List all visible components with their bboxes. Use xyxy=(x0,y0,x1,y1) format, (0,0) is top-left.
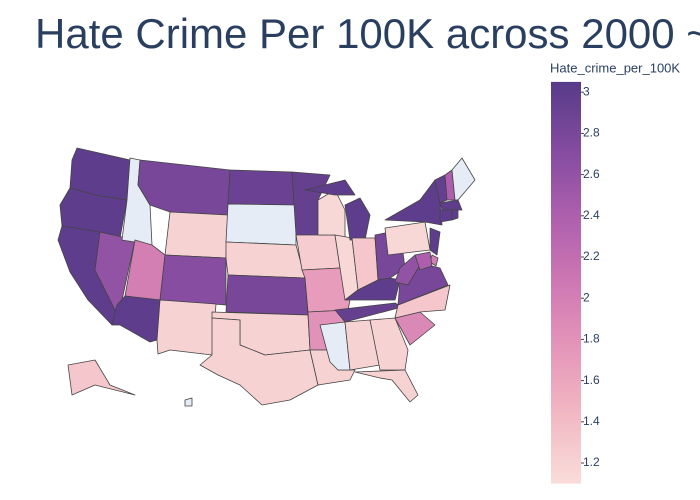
colorbar-tick-label: 1.8 xyxy=(583,332,600,346)
state xyxy=(295,234,341,271)
colorbar-tick-label: 2.2 xyxy=(583,249,600,263)
state xyxy=(159,254,227,306)
colorbar-tick-label: 2.8 xyxy=(583,126,600,140)
state xyxy=(384,221,431,256)
state xyxy=(225,241,306,279)
colorbar-tick-label: 1.6 xyxy=(583,373,600,387)
chart-title: Hate Crime Per 100K across 2000 ~ 2 xyxy=(35,10,700,57)
state xyxy=(67,359,136,396)
colorbar-tick-label: 1.2 xyxy=(583,455,600,469)
state xyxy=(414,251,433,271)
state xyxy=(137,159,231,216)
state xyxy=(354,369,419,403)
state-no-data xyxy=(451,157,476,201)
state xyxy=(199,317,319,406)
colorbar xyxy=(551,81,581,484)
state xyxy=(304,179,371,241)
state xyxy=(111,295,161,343)
state xyxy=(384,179,443,226)
state xyxy=(225,274,309,316)
state xyxy=(429,227,441,256)
state xyxy=(451,209,459,221)
state-no-data xyxy=(184,397,193,407)
state xyxy=(394,254,421,286)
state xyxy=(439,209,453,223)
state xyxy=(394,284,451,319)
colorbar-title: Hate_crime_per_100K xyxy=(550,60,680,75)
state xyxy=(439,199,463,211)
colorbar-tick-label: 1.4 xyxy=(583,414,600,428)
map xyxy=(57,147,476,407)
state xyxy=(317,189,346,241)
state xyxy=(156,299,217,356)
colorbar-tick-label: 2.4 xyxy=(583,208,600,222)
state xyxy=(227,169,297,206)
state xyxy=(369,317,409,371)
colorbar-tick-label: 2.6 xyxy=(583,167,600,181)
state-no-data xyxy=(319,321,351,371)
state-no-data xyxy=(225,203,297,246)
colorbar-tick-label: 2 xyxy=(583,290,590,304)
colorbar-tick-label: 3 xyxy=(583,84,590,98)
state xyxy=(164,211,229,259)
state xyxy=(344,277,401,301)
